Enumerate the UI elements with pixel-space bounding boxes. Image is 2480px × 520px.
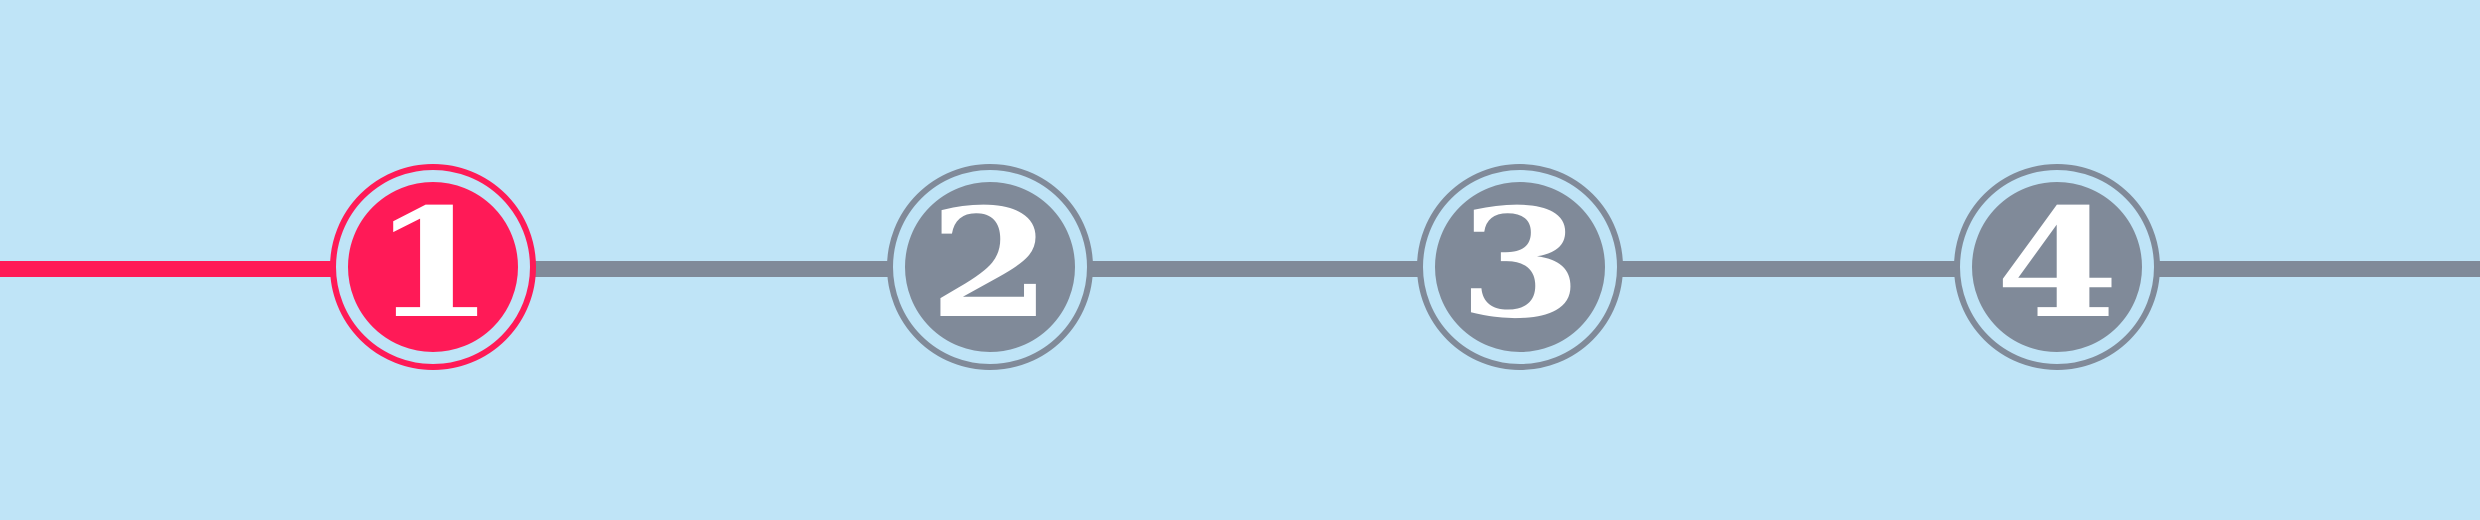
track-segment-3-4 [1620, 261, 1960, 277]
step-3-number: 3 [1458, 176, 1582, 352]
step-2-number: 2 [928, 176, 1052, 352]
track-segment-1-2 [535, 261, 900, 277]
track-segment-2-3 [1085, 261, 1435, 277]
step-1-number: 1 [371, 176, 495, 352]
step-4[interactable]: 4 [1954, 164, 2160, 370]
step-1[interactable]: 1 [330, 164, 536, 370]
step-2-badge: 2 [900, 177, 1080, 357]
track-segment-after-4 [2155, 261, 2480, 277]
step-3-badge: 3 [1430, 177, 1610, 357]
step-1-badge: 1 [343, 177, 523, 357]
step-3[interactable]: 3 [1417, 164, 1623, 370]
track-completed-segment [0, 261, 340, 277]
step-4-number: 4 [1995, 176, 2119, 352]
step-4-badge: 4 [1967, 177, 2147, 357]
step-2[interactable]: 2 [887, 164, 1093, 370]
